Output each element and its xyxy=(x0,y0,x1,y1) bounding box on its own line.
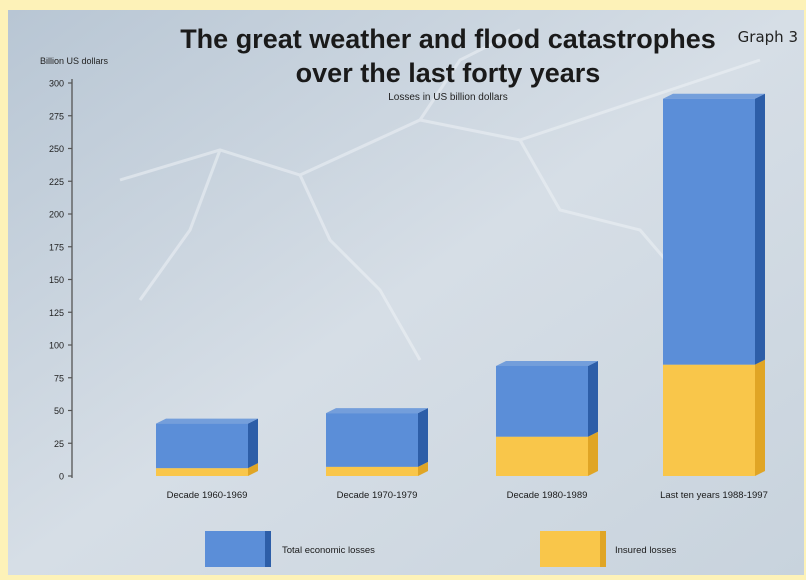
bar-insured-1-side xyxy=(248,463,258,476)
y-tick-label: 250 xyxy=(49,144,64,154)
y-tick-label: 200 xyxy=(49,210,64,220)
y-axis-label: Billion US dollars xyxy=(40,56,109,66)
bar-total-3-top xyxy=(496,360,598,366)
y-tick-label: 125 xyxy=(49,308,64,318)
legend-swatch-side xyxy=(600,531,606,567)
bar-insured-3-side xyxy=(588,431,598,476)
bar-total-4-front xyxy=(663,98,755,365)
legend-swatch-side xyxy=(265,531,271,567)
x-category-label: Decade 1970-1979 xyxy=(337,490,418,501)
y-tick-label: 150 xyxy=(49,275,64,285)
legend-swatch xyxy=(540,531,600,567)
bar-total-2-front xyxy=(326,413,418,467)
chart-subtitle: Losses in US billion dollars xyxy=(388,92,508,103)
bar-total-1-side xyxy=(248,418,258,469)
legend-item-2: Insured losses xyxy=(540,531,677,567)
bar-total-1-front xyxy=(156,423,248,469)
bar-total-1-top xyxy=(156,418,258,424)
bar-total-4-side xyxy=(755,93,765,365)
bar-insured-3-front xyxy=(496,436,588,476)
bar-insured-4-front xyxy=(663,364,755,476)
x-category-label: Last ten years 1988-1997 xyxy=(660,490,768,501)
x-category-label: Decade 1980-1989 xyxy=(507,490,588,501)
y-tick-label: 25 xyxy=(54,439,64,449)
y-tick-label: 300 xyxy=(49,79,64,89)
bar-insured-4 xyxy=(663,359,765,476)
legend-item-1: Total economic losses xyxy=(205,531,375,567)
legend-swatch xyxy=(205,531,265,567)
bar-total-2-top xyxy=(326,408,428,414)
y-tick-label: 75 xyxy=(54,373,64,383)
x-category-label: Decade 1960-1969 xyxy=(167,490,248,501)
bar-insured-2-side xyxy=(418,461,428,476)
y-tick-label: 225 xyxy=(49,177,64,187)
bar-insured-2-front xyxy=(326,466,418,476)
bar-total-3 xyxy=(496,360,598,437)
bar-insured-1-front xyxy=(156,468,248,476)
bar-total-4-top xyxy=(663,93,765,99)
bar-total-3-side xyxy=(588,360,598,437)
y-tick-label: 0 xyxy=(59,472,64,482)
bar-total-2-side xyxy=(418,408,428,467)
y-tick-label: 100 xyxy=(49,341,64,351)
bar-insured-3 xyxy=(496,431,598,476)
chart-title: The great weather and flood catastrophes xyxy=(180,24,716,54)
y-tick-label: 50 xyxy=(54,406,64,416)
bar-total-2 xyxy=(326,408,428,467)
bar-insured-4-side xyxy=(755,359,765,476)
y-tick-label: 175 xyxy=(49,242,64,252)
bar-total-4 xyxy=(663,93,765,365)
legend-label: Insured losses xyxy=(615,545,677,556)
bar-total-3-front xyxy=(496,365,588,437)
chart-title-line2: over the last forty years xyxy=(296,58,601,88)
graph-number-label: Graph 3 xyxy=(737,28,798,46)
y-tick-label: 275 xyxy=(49,111,64,121)
legend-label: Total economic losses xyxy=(282,545,375,556)
bar-total-1 xyxy=(156,418,258,469)
